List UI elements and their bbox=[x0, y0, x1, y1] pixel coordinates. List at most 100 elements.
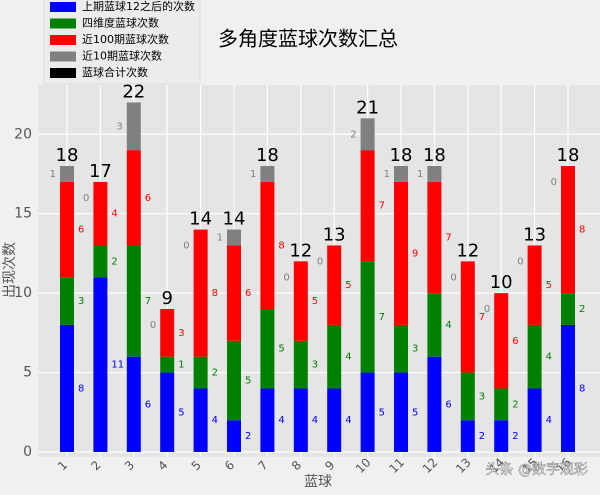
bar-segment bbox=[527, 388, 542, 452]
bar-segment bbox=[193, 388, 208, 452]
y-axis-label: 出现次数 bbox=[2, 242, 18, 298]
bar-segment bbox=[394, 324, 408, 373]
data-label: 6 bbox=[145, 193, 151, 204]
bar-segment bbox=[93, 181, 108, 246]
data-label: 5 bbox=[546, 280, 552, 291]
total-label: 18 bbox=[423, 145, 446, 166]
data-label: 1 bbox=[384, 169, 390, 180]
bar-segment bbox=[227, 340, 241, 421]
total-label: 17 bbox=[89, 161, 112, 182]
bar-segment bbox=[227, 420, 241, 452]
data-label: 0 bbox=[450, 272, 456, 283]
bar-segment bbox=[360, 372, 375, 452]
legend-label: 四维度蓝球次数 bbox=[82, 16, 159, 30]
x-tick-label: 6 bbox=[222, 458, 237, 473]
data-label: 2 bbox=[111, 256, 117, 267]
total-label: 18 bbox=[557, 145, 580, 166]
data-label: 5 bbox=[278, 344, 284, 355]
data-label: 0 bbox=[283, 272, 289, 283]
bar-segment bbox=[126, 102, 141, 151]
bar-segment bbox=[561, 324, 575, 452]
bar-segment bbox=[260, 309, 275, 389]
bar-segment bbox=[126, 150, 141, 246]
data-label: 4 bbox=[111, 209, 117, 220]
bar-segment bbox=[327, 388, 342, 452]
data-label: 4 bbox=[278, 415, 284, 426]
data-label: 2 bbox=[512, 399, 518, 410]
data-label: 4 bbox=[312, 415, 318, 426]
bar-segment bbox=[93, 245, 108, 278]
x-tick-label: 7 bbox=[255, 458, 270, 473]
data-label: 6 bbox=[145, 399, 151, 410]
total-label: 12 bbox=[456, 240, 479, 261]
data-label: 8 bbox=[579, 383, 585, 394]
bar-segment bbox=[494, 388, 509, 421]
bar-segment bbox=[460, 372, 475, 421]
legend-swatch bbox=[50, 2, 76, 12]
y-tick-label: 20 bbox=[14, 126, 32, 142]
data-label: 5 bbox=[345, 280, 351, 291]
total-label: 18 bbox=[256, 145, 279, 166]
legend-label: 蓝球合计次数 bbox=[82, 65, 148, 79]
data-label: 1 bbox=[417, 169, 423, 180]
bar-segment bbox=[561, 166, 575, 294]
total-label: 14 bbox=[189, 209, 212, 230]
data-label: 2 bbox=[479, 431, 485, 442]
x-tick-label: 2 bbox=[88, 458, 103, 473]
data-label: 1 bbox=[217, 233, 223, 244]
bar-segment bbox=[561, 293, 575, 325]
data-label: 0 bbox=[484, 304, 490, 315]
data-label: 7 bbox=[379, 312, 385, 323]
bar-segment bbox=[260, 166, 275, 182]
chart-title: 多角度蓝球次数汇总 bbox=[218, 27, 398, 51]
legend-swatch bbox=[50, 68, 76, 78]
data-label: 3 bbox=[78, 296, 84, 307]
x-tick-label: 9 bbox=[322, 458, 337, 473]
data-label: 0 bbox=[551, 177, 557, 188]
total-label: 14 bbox=[223, 209, 246, 230]
x-tick-label: 11 bbox=[386, 455, 407, 476]
data-label: 2 bbox=[512, 431, 518, 442]
bar-segment bbox=[293, 388, 308, 452]
data-label: 7 bbox=[445, 233, 451, 244]
x-tick-label: 12 bbox=[420, 455, 441, 476]
bar-segment bbox=[394, 181, 408, 325]
y-tick-label: 10 bbox=[14, 285, 32, 301]
total-label: 21 bbox=[356, 97, 379, 118]
bar-segment bbox=[60, 166, 74, 182]
data-label: 2 bbox=[350, 129, 356, 140]
data-label: 4 bbox=[345, 352, 351, 363]
bar-segment bbox=[227, 229, 241, 246]
x-tick-label: 5 bbox=[189, 458, 204, 473]
x-tick-label: 4 bbox=[155, 458, 170, 473]
x-axis-label: 蓝球 bbox=[304, 474, 332, 490]
y-tick-label: 15 bbox=[14, 206, 32, 222]
bar-segment bbox=[427, 356, 442, 452]
bar-segment bbox=[360, 118, 375, 151]
y-tick-label: 5 bbox=[23, 365, 32, 381]
data-label: 1 bbox=[50, 169, 56, 180]
data-label: 5 bbox=[178, 407, 184, 418]
total-label: 9 bbox=[161, 288, 172, 309]
bar-segment bbox=[527, 245, 542, 325]
bar-segment bbox=[293, 261, 308, 341]
legend-swatch bbox=[50, 35, 76, 45]
data-label: 0 bbox=[517, 256, 523, 267]
data-label: 6 bbox=[245, 288, 251, 299]
legend-swatch bbox=[50, 51, 76, 62]
bar-segment bbox=[93, 277, 108, 452]
data-label: 0 bbox=[83, 193, 89, 204]
data-label: 9 bbox=[412, 248, 418, 259]
total-label: 13 bbox=[323, 224, 346, 245]
data-label: 1 bbox=[250, 169, 256, 180]
bar-segment bbox=[527, 324, 542, 389]
bar-segment bbox=[360, 261, 375, 373]
data-label: 1 bbox=[178, 360, 184, 371]
bar-segment bbox=[60, 181, 74, 278]
data-label: 8 bbox=[212, 288, 218, 299]
bar-segment bbox=[126, 356, 141, 452]
bar-segment bbox=[494, 293, 509, 389]
bar-segment bbox=[60, 277, 74, 325]
